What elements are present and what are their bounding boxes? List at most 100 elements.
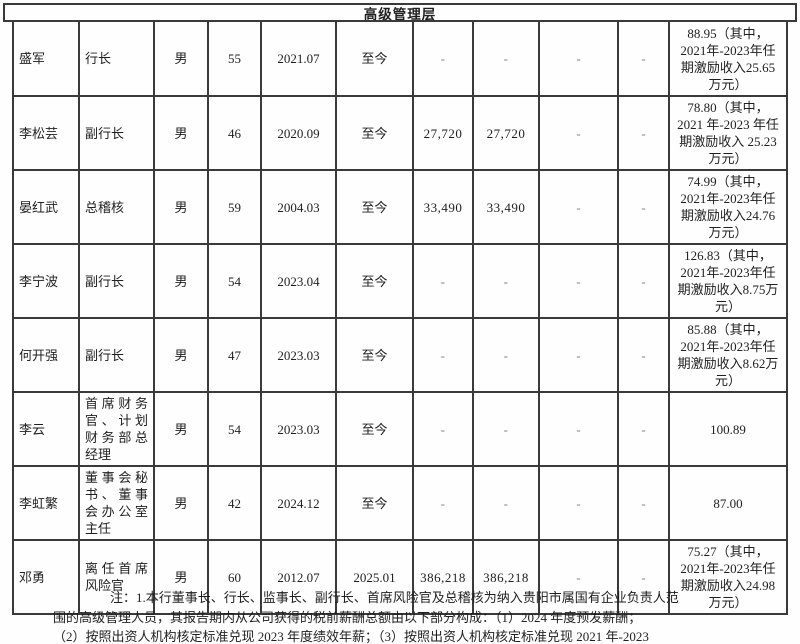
cell-position: 副行长: [78, 317, 155, 393]
table-row: 邓勇 离任首席风险官 男 60 2012.07 2025.01 386,218 …: [12, 539, 788, 615]
cell-name: 李松芸: [12, 95, 80, 171]
cell-shares-end: -: [472, 317, 540, 393]
cell-remuneration: 85.88（其中，2021年-2023年任期激励收入8.62万元）: [668, 317, 788, 393]
cell-shares-start: -: [412, 391, 474, 467]
cell-age: 47: [207, 317, 262, 393]
senior-management-table: 盛军 行长 男 55 2021.07 至今 - - - - 88.95（其中，2…: [12, 20, 788, 615]
cell-shares-change: -: [538, 317, 619, 393]
cell-shares-end: -: [472, 20, 540, 97]
footnote-line: 围的高级管理人员，其报告期内从公司获得的税前薪酬总额由以下部分构成：（1）202…: [53, 609, 642, 625]
cell-remuneration: 100.89: [668, 391, 788, 467]
cell-term-start: 2012.07: [260, 539, 337, 615]
cell-term-end: 至今: [335, 465, 414, 541]
cell-shares-end: -: [472, 465, 540, 541]
cell-shares-start: 27,720: [412, 95, 474, 171]
table-row: 李虹繁 董事会秘书、董事会办公室主任 男 42 2024.12 至今 - - -…: [12, 465, 788, 541]
cell-name: 晏红武: [12, 169, 80, 245]
cell-change-reason: -: [617, 95, 670, 171]
cell-term-end: 至今: [335, 95, 414, 171]
cell-age: 60: [207, 539, 262, 615]
cell-position: 首席财务官、计划财务部总经理: [78, 391, 155, 467]
cell-term-end: 至今: [335, 243, 414, 319]
cell-age: 55: [207, 20, 262, 97]
cell-change-reason: -: [617, 465, 670, 541]
cell-age: 42: [207, 465, 262, 541]
cell-position: 离任首席风险官: [78, 539, 155, 615]
cell-remuneration: 78.80（其中，2021 年-2023 年任期激励收入 25.23 万元）: [668, 95, 788, 171]
cell-position: 董事会秘书、董事会办公室主任: [78, 465, 155, 541]
cell-position: 行长: [78, 20, 155, 97]
cell-term-end: 至今: [335, 20, 414, 97]
cell-age: 54: [207, 243, 262, 319]
cell-gender: 男: [153, 95, 209, 171]
cell-shares-start: -: [412, 243, 474, 319]
cell-shares-start: 33,490: [412, 169, 474, 245]
cell-shares-end: 27,720: [472, 95, 540, 171]
cell-term-start: 2024.12: [260, 465, 337, 541]
cell-term-start: 2023.03: [260, 317, 337, 393]
cell-term-start: 2023.03: [260, 391, 337, 467]
cell-shares-change: -: [538, 539, 619, 615]
cell-shares-start: -: [412, 317, 474, 393]
cell-shares-change: -: [538, 391, 619, 467]
cell-name: 何开强: [12, 317, 80, 393]
cell-gender: 男: [153, 20, 209, 97]
cell-term-end: 至今: [335, 169, 414, 245]
cell-shares-start: 386,218: [412, 539, 474, 615]
cell-remuneration: 88.95（其中，2021年-2023年任期激励收入25.65万元）: [668, 20, 788, 97]
cell-term-start: 2023.04: [260, 243, 337, 319]
cell-change-reason: -: [617, 391, 670, 467]
cell-term-start: 2004.03: [260, 169, 337, 245]
cell-gender: 男: [153, 169, 209, 245]
table-row: 晏红武 总稽核 男 59 2004.03 至今 33,490 33,490 - …: [12, 169, 788, 245]
cell-remuneration: 75.27（其中，2021年-2023年任期激励收入24.98万元）: [668, 539, 788, 615]
table-row: 李宁波 副行长 男 54 2023.04 至今 - - - - 126.83（其…: [12, 243, 788, 319]
table-row: 李松芸 副行长 男 46 2020.09 至今 27,720 27,720 - …: [12, 95, 788, 171]
cell-gender: 男: [153, 539, 209, 615]
cell-term-end: 至今: [335, 391, 414, 467]
cell-shares-end: -: [472, 391, 540, 467]
cell-shares-change: -: [538, 243, 619, 319]
cell-name: 李虹繁: [12, 465, 80, 541]
cell-term-start: 2021.07: [260, 20, 337, 97]
cell-change-reason: -: [617, 317, 670, 393]
cell-name: 李宁波: [12, 243, 80, 319]
cell-term-end: 至今: [335, 317, 414, 393]
table-row: 李云 首席财务官、计划财务部总经理 男 54 2023.03 至今 - - - …: [12, 391, 788, 467]
cell-change-reason: -: [617, 243, 670, 319]
cell-shares-start: -: [412, 465, 474, 541]
section-title: 高级管理层: [363, 6, 437, 22]
footnote: 注：1.本行董事长、行长、监事长、副行长、首席风险官及总稽核为纳入贵阳市属国有企…: [53, 588, 753, 644]
cell-age: 54: [207, 391, 262, 467]
cell-term-end: 2025.01: [335, 539, 414, 615]
cell-position: 总稽核: [78, 169, 155, 245]
cell-shares-change: -: [538, 465, 619, 541]
cell-change-reason: -: [617, 539, 670, 615]
cell-position: 副行长: [78, 243, 155, 319]
table-row: 何开强 副行长 男 47 2023.03 至今 - - - - 85.88（其中…: [12, 317, 788, 393]
cell-age: 46: [207, 95, 262, 171]
cell-remuneration: 74.99（其中，2021年-2023年任期激励收入24.76万元）: [668, 169, 788, 245]
cell-term-start: 2020.09: [260, 95, 337, 171]
cell-name: 盛军: [12, 20, 80, 97]
table-row: 盛军 行长 男 55 2021.07 至今 - - - - 88.95（其中，2…: [12, 20, 788, 97]
cell-remuneration: 87.00: [668, 465, 788, 541]
cell-shares-end: -: [472, 243, 540, 319]
footnote-line: （2）按照出资人机构核定标准兑现 2023 年度绩效年薪；（3）按照出资人机构核…: [53, 629, 649, 644]
cell-gender: 男: [153, 465, 209, 541]
cell-shares-change: -: [538, 169, 619, 245]
cell-name: 邓勇: [12, 539, 80, 615]
cell-position: 副行长: [78, 95, 155, 171]
cell-shares-change: -: [538, 20, 619, 97]
cell-gender: 男: [153, 243, 209, 319]
cell-age: 59: [207, 169, 262, 245]
cell-shares-start: -: [412, 20, 474, 97]
cell-shares-end: 386,218: [472, 539, 540, 615]
cell-shares-change: -: [538, 95, 619, 171]
cell-change-reason: -: [617, 20, 670, 97]
cell-name: 李云: [12, 391, 80, 467]
cell-remuneration: 126.83（其中，2021年-2023年任期激励收入8.75万元）: [668, 243, 788, 319]
cell-change-reason: -: [617, 169, 670, 245]
cell-gender: 男: [153, 391, 209, 467]
